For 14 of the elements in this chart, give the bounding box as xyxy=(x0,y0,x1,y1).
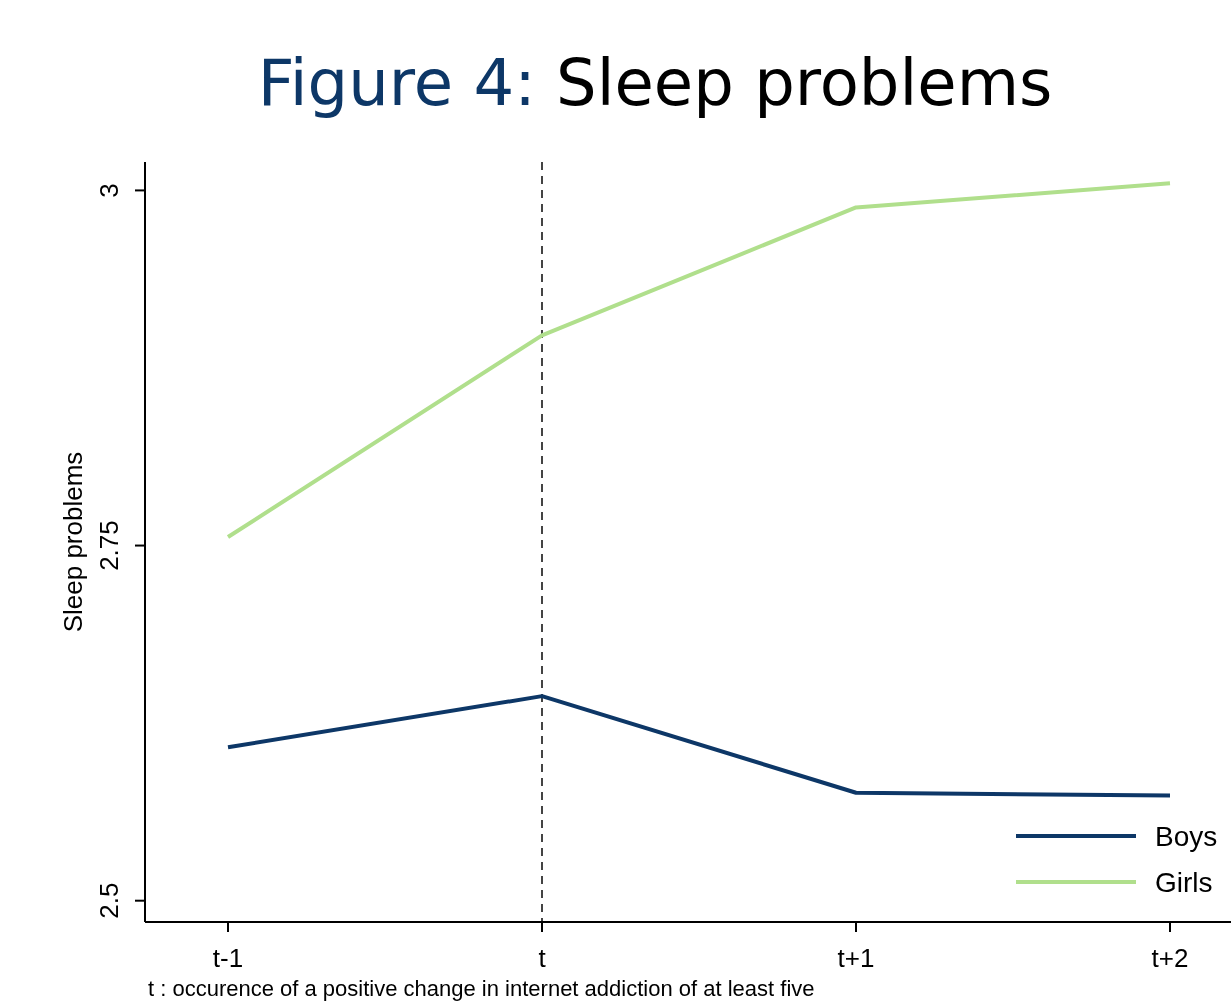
legend-label: Boys xyxy=(1155,821,1218,852)
line-series xyxy=(226,694,1172,798)
text: t : occurence of a positive change in internet addiction of at least five xyxy=(148,976,815,1001)
legend-label: Girls xyxy=(1155,867,1213,898)
x-tick-label: t+2 xyxy=(1151,943,1189,973)
x-tick-label: t+1 xyxy=(837,943,875,973)
chart-title: Figure 4: Sleep problems xyxy=(257,46,1053,120)
y-tick-label: 2.5 xyxy=(94,882,124,919)
y-tick-label: 2.75 xyxy=(94,520,124,571)
x-tick-label: t-1 xyxy=(212,943,244,973)
line-series xyxy=(226,181,1172,540)
y-tick-label: 3 xyxy=(94,183,124,198)
x-tick-label: t xyxy=(538,943,547,973)
y-axis-title: Sleep problems xyxy=(58,451,88,633)
